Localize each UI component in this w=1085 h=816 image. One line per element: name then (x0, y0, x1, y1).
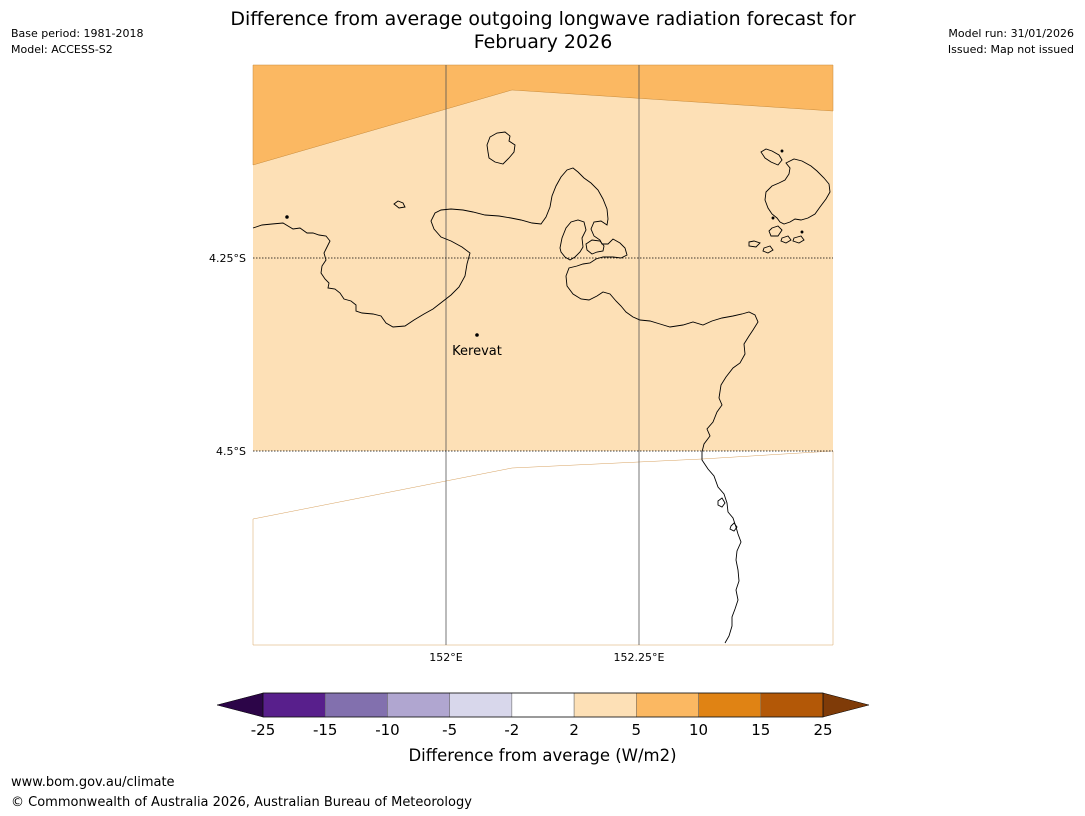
colorbar-tick-label: 5 (632, 721, 642, 739)
colorbar-swatch (573, 692, 637, 718)
map-title: Difference from average outgoing longwav… (193, 8, 893, 54)
issued-status: Issued: Map not issued (947, 43, 1074, 56)
colorbar-tick-label: -5 (442, 721, 457, 739)
colorbar-tick-label: 2 (569, 721, 579, 739)
lon-label-152-25e: 152.25°E (614, 651, 665, 664)
colorbar: -25 -15 -10 -5 -2 2 5 10 15 25 (216, 692, 870, 739)
metadata-right: Model run: 31/01/2026 Issued: Map not is… (948, 26, 1074, 58)
colorbar-tick-label: -2 (504, 721, 519, 739)
colorbar-tick-label: -10 (375, 721, 400, 739)
colorbar-outline (262, 692, 824, 718)
colorbar-swatch (262, 692, 326, 718)
model-name: Model: ACCESS-S2 (11, 43, 113, 56)
title-line-2: February 2026 (473, 31, 613, 53)
title-line-1: Difference from average outgoing longwav… (230, 8, 856, 30)
colorbar-swatch (511, 692, 575, 718)
colorbar-swatch (698, 692, 762, 718)
colorbar-over-triangle (822, 692, 870, 718)
coastline (252, 131, 831, 644)
lat-label-4-5s: 4.5°S (216, 445, 246, 458)
colorbar-tick-label: 10 (689, 721, 708, 739)
kerevat-marker (475, 333, 479, 337)
colorbar-title: Difference from average (W/m2) (408, 746, 677, 765)
colorbar-under-triangle (216, 692, 264, 718)
colorbar-tick-label: 15 (751, 721, 770, 739)
footer-url: www.bom.gov.au/climate (11, 775, 175, 790)
lon-label-152e: 152°E (429, 651, 462, 664)
colorbar-swatch (760, 692, 824, 718)
colorbar-swatch (387, 692, 450, 718)
metadata-left: Base period: 1981-2018 Model: ACCESS-S2 (11, 26, 143, 58)
colorbar-tick-label: -25 (251, 721, 276, 739)
colorbar-swatch (324, 692, 388, 718)
model-run: Model run: 31/01/2026 (948, 27, 1074, 40)
colorbar-tick-label: 25 (813, 721, 832, 739)
kerevat-label: Kerevat (452, 344, 502, 359)
footer-copyright: © Commonwealth of Australia 2026, Austra… (11, 795, 472, 810)
colorbar-swatch (636, 692, 699, 718)
band-light-orange-lower (252, 450, 834, 646)
base-period: Base period: 1981-2018 (11, 27, 144, 40)
colorbar-tick-label: -15 (313, 721, 338, 739)
band-orange (252, 64, 834, 166)
colorbar-swatch (449, 692, 513, 718)
lat-label-4-25s: 4.25°S (209, 252, 246, 265)
